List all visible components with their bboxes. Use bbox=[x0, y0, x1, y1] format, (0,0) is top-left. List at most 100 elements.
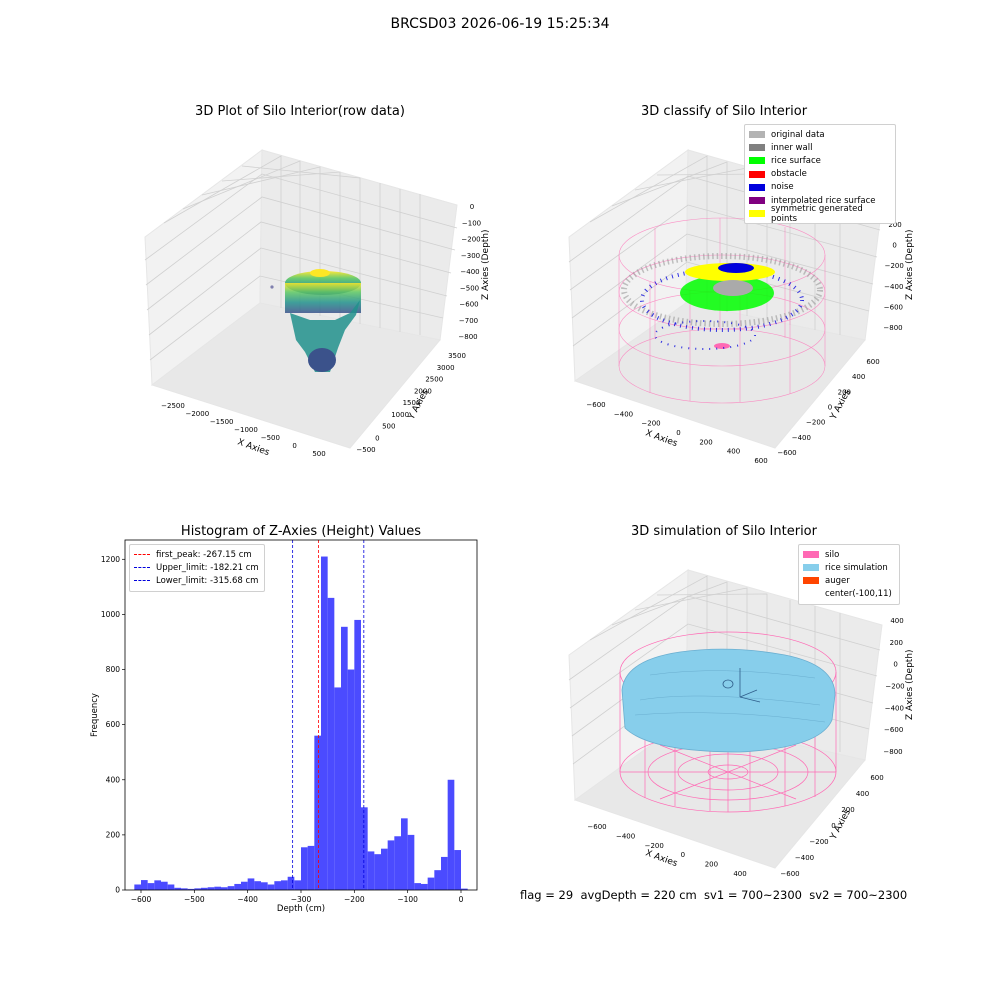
panel2-silo-wireframe bbox=[618, 217, 826, 404]
legend-label: inner wall bbox=[771, 142, 813, 153]
legend-swatch bbox=[749, 170, 765, 178]
x-tick-label: −200 bbox=[641, 420, 660, 428]
panel4-center-marker bbox=[722, 668, 761, 703]
x-tick-label: −300 bbox=[291, 895, 312, 904]
panel2-title: 3D classify of Silo Interior bbox=[640, 104, 808, 119]
histogram-bar bbox=[434, 870, 441, 890]
x-tick-label: −100 bbox=[397, 895, 418, 904]
legend-item-center: center(-100,11) bbox=[803, 588, 895, 601]
histogram-bar bbox=[394, 836, 401, 890]
panel1-title: 3D Plot of Silo Interior(row data) bbox=[195, 104, 405, 119]
histogram-bar bbox=[267, 884, 275, 890]
legend-item-original-data: original data bbox=[749, 128, 891, 141]
y-tick-label: −400 bbox=[792, 434, 811, 442]
legend-swatch bbox=[749, 144, 765, 152]
y-tick-label: −600 bbox=[777, 449, 796, 457]
histogram-bar bbox=[167, 884, 175, 890]
legend-swatch bbox=[749, 183, 765, 191]
y-tick-label: 1500 bbox=[403, 399, 421, 407]
legend-label: rice simulation bbox=[825, 562, 888, 573]
histogram-bar bbox=[214, 886, 221, 890]
x-tick-label: 600 bbox=[754, 457, 767, 465]
y-tick-label: 1000 bbox=[391, 411, 409, 419]
x-tick-label: 400 bbox=[733, 870, 746, 878]
y-tick-label: 400 bbox=[856, 790, 869, 798]
histogram-bar bbox=[454, 850, 461, 890]
z-tick-label: 200 bbox=[888, 221, 901, 229]
panel1-x-ticks: −2500−2000−1500−1000−500 0 500 bbox=[161, 402, 326, 458]
z-tick-label: 400 bbox=[890, 617, 903, 625]
z-tick-label: 0 bbox=[893, 661, 897, 669]
histogram-bar bbox=[254, 881, 261, 890]
y-tick-label: 2000 bbox=[414, 387, 432, 395]
x-tick-label: −500 bbox=[184, 895, 205, 904]
histogram-bar bbox=[154, 880, 161, 890]
histogram-ylabel: Frequency bbox=[90, 693, 100, 737]
x-tick-label: −400 bbox=[616, 832, 635, 840]
y-tick-label: 3000 bbox=[437, 364, 455, 372]
z-tick-label: −500 bbox=[460, 284, 479, 292]
x-tick-label: 500 bbox=[312, 450, 325, 458]
panel2-points bbox=[621, 253, 823, 350]
histogram-bar bbox=[374, 854, 381, 890]
histogram-bar bbox=[381, 848, 388, 890]
histogram-bars bbox=[134, 556, 468, 890]
legend-swatch bbox=[803, 577, 819, 585]
legend-swatch bbox=[803, 564, 819, 572]
legend-item-lower-limit: Lower_limit: -315.68 cm bbox=[134, 574, 260, 587]
histogram-bar bbox=[407, 834, 415, 890]
legend-label: obstacle bbox=[771, 169, 807, 180]
histogram-bar bbox=[141, 880, 148, 890]
y-tick-label: 200 bbox=[841, 806, 854, 814]
histogram-reference-lines bbox=[292, 540, 365, 890]
panel2-zlabel: Z Axies (Depth) bbox=[905, 229, 915, 300]
legend-item-obstacle: obstacle bbox=[749, 168, 891, 181]
panel1-grid bbox=[144, 155, 458, 361]
histogram-bar bbox=[347, 669, 355, 890]
histogram-bar bbox=[281, 880, 288, 890]
panel1-3d-plot: X Axies Y Axies Z Axies (Depth) −2500−20… bbox=[144, 148, 491, 458]
histogram-bar bbox=[221, 887, 228, 890]
y-tick-label: 200 bbox=[106, 830, 121, 839]
histogram-bar bbox=[147, 883, 155, 890]
legend-swatch bbox=[749, 197, 765, 205]
histogram-bar bbox=[327, 597, 335, 890]
panel4-title: 3D simulation of Silo Interior bbox=[631, 524, 817, 539]
x-tick-label: −2000 bbox=[185, 410, 209, 418]
z-tick-label: −600 bbox=[459, 301, 478, 309]
y-tick-label: 600 bbox=[866, 358, 879, 366]
x-tick-label: −200 bbox=[645, 842, 664, 850]
legend-swatch bbox=[749, 131, 765, 139]
histogram-bar bbox=[294, 880, 301, 890]
z-tick-label: 0 bbox=[470, 203, 474, 211]
histogram-bar bbox=[234, 883, 241, 890]
y-tick-label: 200 bbox=[838, 388, 851, 396]
y-tick-label: −200 bbox=[809, 838, 828, 846]
legend-label: rice surface bbox=[771, 155, 821, 166]
histogram-bar bbox=[441, 856, 448, 890]
y-tick-label: −500 bbox=[356, 446, 375, 454]
legend-item-rice-surface: rice surface bbox=[749, 154, 891, 167]
legend-label: symmetric generated points bbox=[771, 203, 863, 224]
legend-swatch bbox=[803, 551, 819, 559]
panel2-xlabel: X Axies bbox=[644, 428, 679, 449]
y-tick-label: 1000 bbox=[101, 610, 120, 619]
histogram-bar bbox=[367, 851, 375, 890]
panel3-histogram: −600 −500 −400 −300 −200 −100 0 0 200 400 600 800 1… bbox=[90, 539, 478, 914]
panel4-3d-plot: X Axies Y Axies Z Axies (Depth) −600−400… bbox=[568, 569, 915, 878]
x-tick-label: 0 bbox=[681, 851, 685, 859]
histogram-bar bbox=[387, 840, 395, 890]
histogram-bar bbox=[287, 876, 295, 890]
x-tick-label: 0 bbox=[676, 429, 680, 437]
histogram-bar bbox=[227, 886, 235, 890]
y-tick-label: 600 bbox=[870, 774, 883, 782]
x-tick-label: −600 bbox=[131, 895, 152, 904]
panel1-z-ticks: 0 −100 −200 −300 −400 −500 −600 −700 −800 bbox=[458, 203, 481, 341]
z-tick-label: −600 bbox=[884, 726, 903, 734]
histogram-bar bbox=[201, 887, 208, 890]
x-tick-label: 0 bbox=[459, 895, 464, 904]
histogram-bar bbox=[261, 882, 268, 890]
histogram-bar bbox=[174, 887, 181, 890]
legend-item-inner-wall: inner wall bbox=[749, 141, 891, 154]
legend-swatch bbox=[749, 210, 765, 218]
